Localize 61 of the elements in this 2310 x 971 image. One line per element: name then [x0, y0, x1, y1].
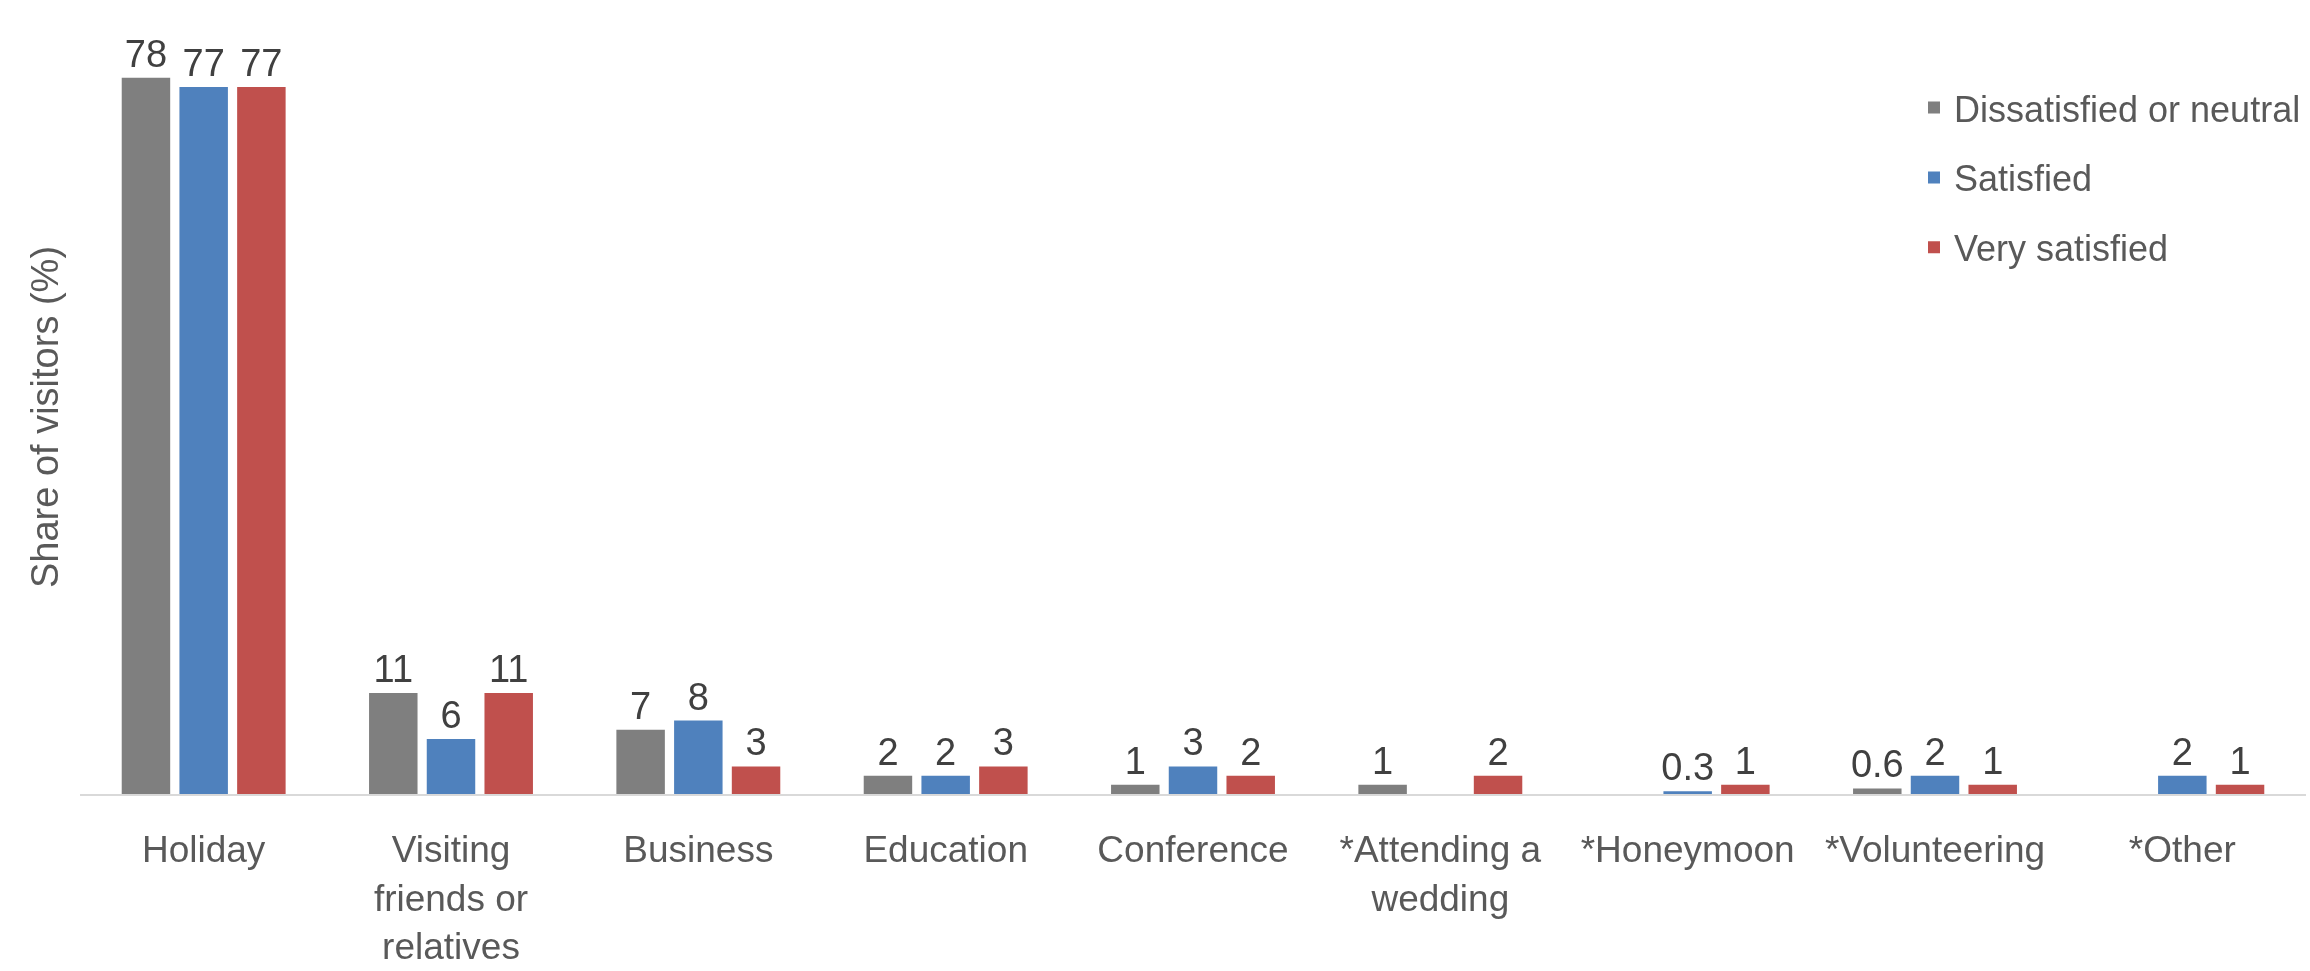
data-label: 3 — [1182, 721, 1204, 764]
bar — [1226, 775, 1275, 794]
data-label: 2 — [877, 730, 899, 773]
bar — [1721, 784, 1770, 794]
y-axis-title: Share of visitors (%) — [24, 245, 67, 589]
data-label: 2 — [2171, 730, 2193, 773]
bar — [1853, 788, 1902, 794]
data-label: 0.3 — [1661, 746, 1715, 789]
data-label: 2 — [1487, 730, 1509, 773]
data-label: 1 — [2229, 739, 2251, 782]
bar — [1968, 784, 2017, 794]
data-label: 77 — [182, 41, 225, 84]
bar — [1663, 791, 1712, 794]
bar — [863, 775, 913, 794]
data-label: 0.6 — [1850, 743, 1904, 786]
data-label: 77 — [240, 41, 283, 84]
data-label: 1 — [1372, 739, 1394, 782]
bar — [616, 729, 665, 794]
x-tick-label: *Other — [2128, 829, 2236, 871]
x-tick-label: Visiting friends or relatives — [373, 829, 529, 967]
x-tick-label: *Honeymoon — [1580, 829, 1795, 871]
bar — [1168, 766, 1218, 794]
data-label: 78 — [124, 32, 168, 75]
x-tick-label: Education — [863, 829, 1028, 871]
data-label: 3 — [745, 721, 767, 764]
bar — [237, 86, 286, 794]
x-tick-label: Holiday — [141, 829, 266, 871]
data-label: 1 — [1982, 739, 2004, 782]
data-label: 7 — [630, 684, 652, 727]
bar — [179, 86, 228, 794]
bar — [921, 775, 970, 794]
bar — [1111, 784, 1160, 794]
data-label: 11 — [488, 647, 529, 690]
bar — [121, 77, 171, 794]
bar — [979, 766, 1028, 794]
x-tick-label: Conference — [1097, 829, 1289, 871]
data-label: 2 — [1924, 730, 1946, 773]
bar — [1473, 775, 1523, 794]
legend-label: Very satisfied — [1954, 228, 2169, 270]
bar — [731, 766, 781, 794]
data-label: 2 — [935, 730, 957, 773]
bar — [2158, 775, 2207, 794]
x-tick-label: Business — [623, 829, 774, 871]
data-label: 1 — [1124, 739, 1146, 782]
x-tick-label: *Attending a wedding — [1339, 829, 1542, 919]
bar — [426, 738, 476, 794]
x-tick-label: *Volunteering — [1824, 829, 2046, 871]
bar — [484, 692, 533, 794]
data-label: 1 — [1734, 739, 1756, 782]
legend-label: Dissatisfied or neutral — [1954, 88, 2301, 130]
bar — [1910, 775, 1960, 794]
legend-label: Satisfied — [1954, 158, 2093, 200]
bar — [2215, 784, 2265, 794]
data-label: 8 — [687, 675, 709, 718]
data-label: 3 — [992, 721, 1014, 764]
bar — [1358, 784, 1407, 794]
bar — [674, 720, 723, 794]
data-label: 11 — [373, 647, 414, 690]
data-label: 6 — [440, 693, 462, 736]
bar — [369, 692, 418, 794]
data-label: 2 — [1240, 730, 1262, 773]
